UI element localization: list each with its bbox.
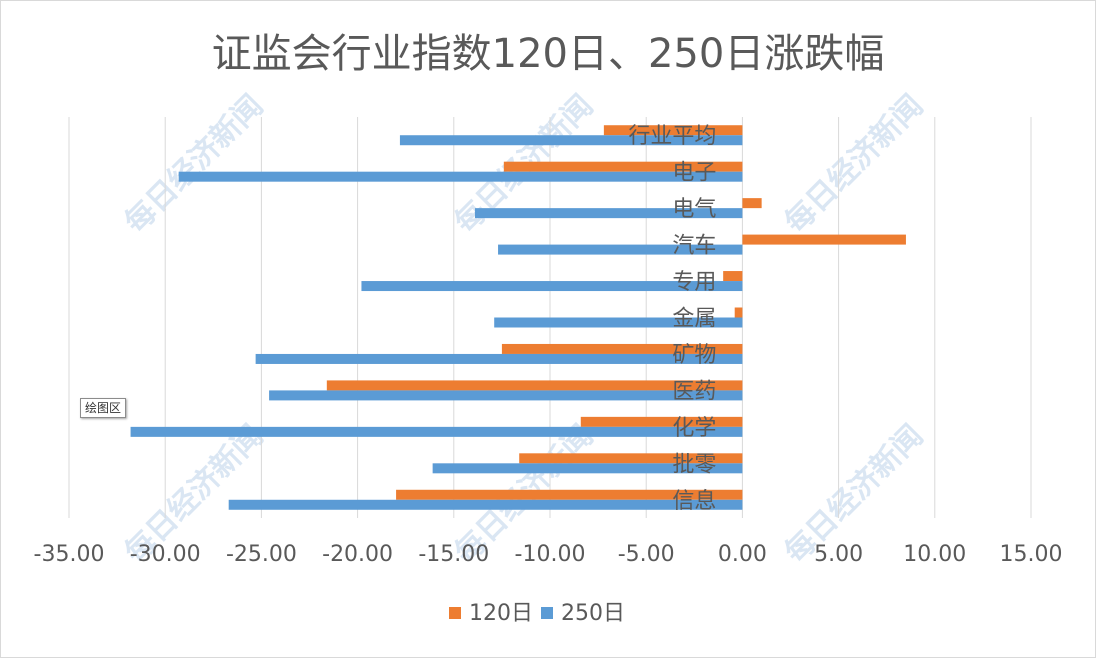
x-tick-label: 0.00 [718, 542, 767, 567]
category-label: 矿物 [672, 343, 716, 368]
category-label: 信息 [672, 489, 716, 514]
bar-250 [130, 426, 743, 437]
bar-250 [399, 135, 743, 146]
bar-250 [361, 281, 743, 292]
x-tick-label: -10.00 [515, 542, 586, 567]
bar-120 [723, 271, 743, 282]
bar-120 [503, 161, 743, 172]
legend-label: 250日 [561, 601, 625, 626]
bar-120 [580, 416, 743, 427]
plot-area-tooltip: 绘图区 [80, 398, 127, 418]
category-label: 电子 [672, 161, 716, 186]
bar-250 [432, 463, 743, 474]
category-label: 化学 [672, 416, 716, 441]
category-label: 医药 [672, 379, 716, 404]
bar-120 [603, 125, 743, 136]
category-label: 批零 [672, 452, 716, 477]
bar-250 [474, 208, 743, 219]
bar-layer [130, 125, 906, 510]
category-label: 行业平均 [628, 124, 716, 149]
x-tick-label: -20.00 [322, 542, 393, 567]
x-tick-label: -25.00 [226, 542, 297, 567]
category-label: 电气 [672, 197, 716, 222]
bar-250 [178, 171, 743, 182]
x-tick-label: -15.00 [418, 542, 489, 567]
watermark-text: 每日经济新闻 [118, 88, 270, 240]
x-axis-ticks: -35.00 -30.00 -25.00 -20.00 -15.00 -10.00 -5.0… [34, 542, 1063, 567]
bar-120 [734, 307, 743, 318]
bar-120 [742, 198, 762, 209]
category-label: 金属 [672, 307, 716, 332]
bar-250 [494, 317, 743, 328]
legend-swatch [541, 607, 553, 619]
legend-swatch [449, 607, 461, 619]
watermark-text: 每日经济新闻 [778, 88, 930, 240]
bar-120 [742, 234, 906, 245]
bar-120 [501, 343, 743, 354]
legend-label: 120日 [469, 601, 533, 626]
chart-title: 证监会行业指数120日、250日涨跌幅 [212, 31, 885, 77]
x-tick-label: 5.00 [814, 542, 863, 567]
category-label: 汽车 [672, 234, 716, 259]
x-tick-label: -5.00 [618, 542, 675, 567]
x-tick-label: -35.00 [34, 542, 105, 567]
x-tick-label: -30.00 [130, 542, 201, 567]
category-label: 专用 [672, 270, 716, 295]
bar-120 [519, 453, 743, 464]
bar-120 [326, 380, 743, 391]
bar-250 [498, 244, 743, 255]
bar-250 [228, 499, 743, 510]
bar-120 [396, 489, 743, 500]
bar-250 [255, 353, 743, 364]
legend: 120日 250日 [449, 601, 625, 626]
bar-250 [269, 390, 743, 401]
x-tick-label: 10.00 [903, 542, 966, 567]
x-tick-label: 15.00 [1000, 542, 1063, 567]
